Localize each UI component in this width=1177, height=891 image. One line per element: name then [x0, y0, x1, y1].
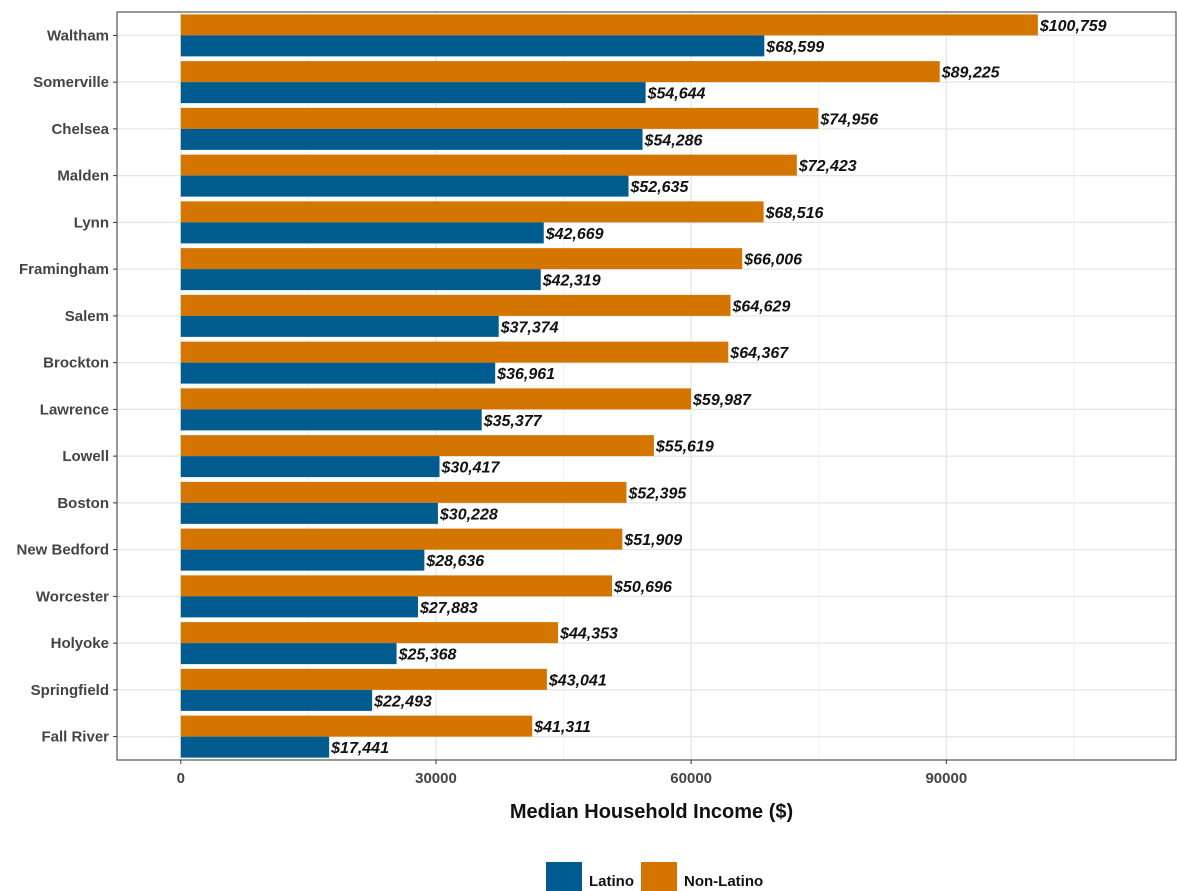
value-label-latino: $52,635	[630, 179, 690, 196]
bar-latino	[180, 689, 373, 711]
value-label-non-latino: $59,987	[692, 392, 752, 409]
value-label-non-latino: $52,395	[627, 485, 687, 502]
value-label-latino: $54,286	[644, 132, 703, 149]
bar-non-latino	[180, 154, 797, 176]
value-label-latino: $36,961	[496, 366, 555, 383]
value-label-non-latino: $51,909	[623, 532, 682, 549]
bar-non-latino	[180, 14, 1038, 36]
bar-non-latino	[180, 107, 819, 129]
legend-label-latino: Latino	[589, 873, 634, 890]
value-label-latino: $37,374	[500, 319, 559, 336]
bar-latino	[180, 643, 397, 665]
bars	[180, 14, 1038, 758]
bar-non-latino	[180, 341, 729, 363]
value-label-latino: $30,417	[441, 460, 501, 477]
bar-latino	[180, 175, 629, 197]
bar-latino	[180, 128, 643, 150]
value-label-latino: $42,669	[545, 226, 604, 243]
value-labels: $100,759 $68,599 $89,225 $54,644 $74,956 $54,…	[330, 18, 1107, 757]
value-label-non-latino: $43,041	[548, 672, 607, 689]
bar-non-latino	[180, 715, 533, 737]
bar-latino	[180, 362, 496, 384]
value-label-latino: $30,228	[439, 506, 498, 523]
bar-non-latino	[180, 61, 940, 83]
value-label-latino: $28,636	[425, 553, 484, 570]
bar-non-latino	[180, 481, 627, 503]
value-label-latino: $35,377	[483, 413, 543, 430]
bar-non-latino	[180, 388, 692, 410]
legend-label-non-latino: Non-Latino	[684, 873, 763, 890]
bar-non-latino	[180, 294, 731, 316]
x-tick-label: 90000	[925, 770, 967, 787]
value-label-latino: $27,883	[419, 600, 478, 617]
category-label: Waltham	[47, 27, 109, 44]
bar-non-latino	[180, 622, 559, 644]
category-label: Holyoke	[51, 635, 109, 652]
value-label-latino: $54,644	[647, 86, 706, 103]
bar-latino	[180, 456, 440, 478]
bar-non-latino	[180, 201, 764, 223]
bar-latino	[180, 736, 330, 758]
value-label-non-latino: $64,367	[729, 345, 789, 362]
value-label-non-latino: $64,629	[732, 298, 791, 315]
legend: Latino Non-Latino	[546, 862, 763, 891]
category-label: Chelsea	[51, 121, 109, 138]
category-labels: Waltham Somerville Chelsea Malden Lynn Framin…	[16, 27, 117, 746]
value-label-non-latino: $74,956	[819, 111, 878, 128]
bar-latino	[180, 409, 482, 431]
bar-latino	[180, 269, 541, 291]
value-label-non-latino: $100,759	[1039, 18, 1107, 35]
category-label: Lawrence	[40, 401, 109, 418]
value-label-non-latino: $72,423	[798, 158, 857, 175]
bar-latino	[180, 82, 646, 104]
bar-latino	[180, 502, 438, 524]
bar-latino	[180, 315, 499, 337]
value-label-non-latino: $50,696	[613, 579, 672, 596]
plot-border	[116, 11, 1177, 761]
category-label: Lynn	[74, 214, 109, 231]
value-label-non-latino: $89,225	[941, 65, 1001, 82]
value-label-latino: $25,368	[398, 647, 457, 664]
category-label: Springfield	[31, 682, 109, 699]
bar-latino	[180, 35, 765, 57]
category-label: Framingham	[19, 261, 109, 278]
value-label-latino: $22,493	[373, 693, 432, 710]
value-label-latino: $68,599	[765, 39, 824, 56]
category-label: Fall River	[41, 729, 109, 746]
x-axis-ticks: 0 30000 60000 90000	[177, 760, 967, 787]
category-label: Worcester	[36, 588, 109, 605]
value-label-latino: $42,319	[542, 273, 601, 290]
x-axis-title: Median Household Income ($)	[510, 801, 793, 823]
category-label: Lowell	[62, 448, 109, 465]
x-tick-label: 60000	[670, 770, 712, 787]
legend-swatch-non-latino	[641, 862, 677, 891]
bar-non-latino	[180, 575, 613, 597]
category-label: Salem	[65, 308, 109, 325]
value-label-non-latino: $44,353	[559, 626, 618, 643]
value-label-latino: $17,441	[330, 740, 389, 757]
legend-swatch-latino	[546, 862, 582, 891]
value-label-non-latino: $66,006	[743, 252, 802, 269]
bar-non-latino	[180, 248, 743, 270]
bar-latino	[180, 549, 425, 571]
bar-non-latino	[180, 528, 623, 550]
value-label-non-latino: $55,619	[655, 439, 714, 456]
category-label: New Bedford	[16, 542, 109, 559]
value-label-non-latino: $41,311	[533, 719, 591, 736]
category-label: Malden	[57, 168, 109, 185]
bar-latino	[180, 222, 544, 244]
category-label: Brockton	[43, 355, 109, 372]
x-tick-label: 30000	[415, 770, 457, 787]
category-label: Boston	[57, 495, 109, 512]
category-label: Somerville	[33, 74, 109, 91]
bar-non-latino	[180, 668, 547, 690]
x-tick-label: 0	[177, 770, 185, 787]
bar-latino	[180, 596, 418, 618]
bar-non-latino	[180, 435, 654, 457]
value-label-non-latino: $68,516	[765, 205, 824, 222]
